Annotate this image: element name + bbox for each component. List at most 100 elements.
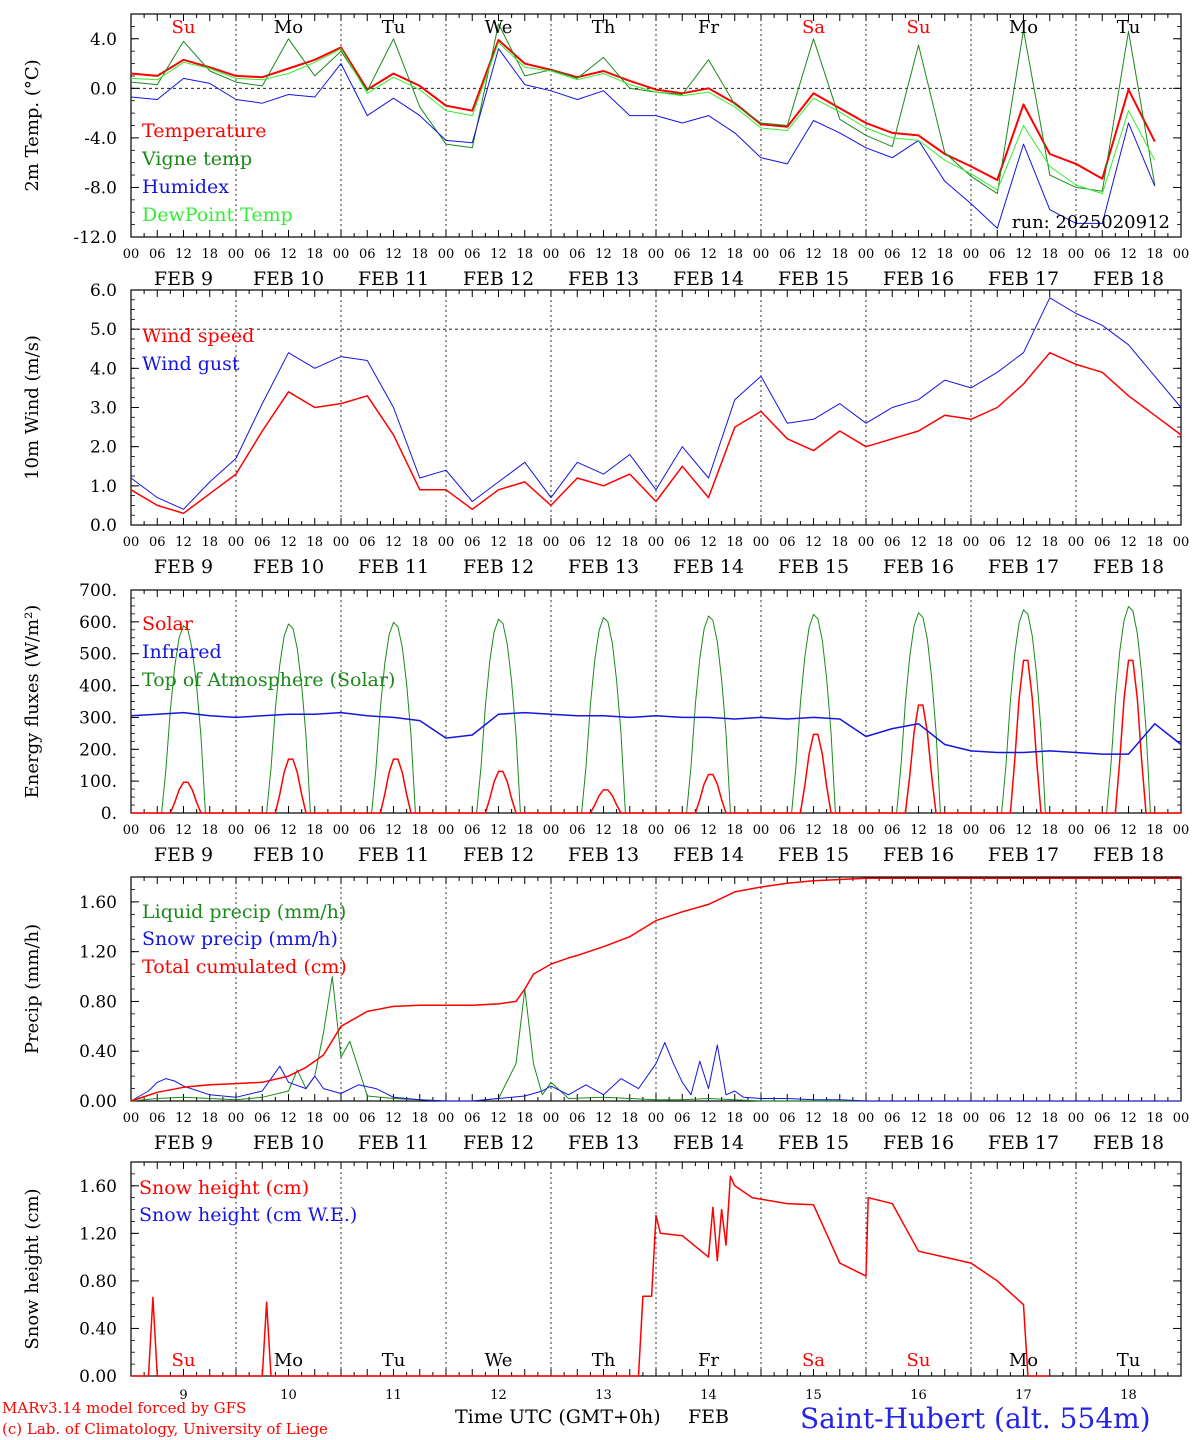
hour-tick-label: 06 [1094,1111,1111,1126]
legend-entry: Wind speed [142,325,254,347]
legend-entry: Wind gust [142,353,240,375]
hour-tick-label: 00 [333,247,350,262]
hour-tick-label: 00 [228,1111,245,1126]
hour-tick-label: 06 [989,823,1006,838]
hour-tick-label: 06 [779,823,796,838]
hour-tick-label: 12 [700,1111,717,1126]
day-number-label: 10 [280,1388,297,1403]
hour-tick-label: 06 [359,247,376,262]
hour-tick-label: 06 [464,535,481,550]
hour-tick-label: 06 [569,823,586,838]
hour-tick-label: 06 [674,823,691,838]
hour-tick-label: 12 [490,823,507,838]
day-number-label: 11 [385,1388,402,1403]
hour-tick-label: 06 [884,247,901,262]
hour-tick-label: 00 [648,535,665,550]
solar-line [131,659,1181,814]
snow-y-axis-label: Snow height (cm) [22,1188,43,1349]
hour-tick-label: 18 [1041,1111,1058,1126]
hour-tick-label: 06 [884,535,901,550]
day-name-label: Su [907,1350,931,1371]
date-label: FEB 18 [1093,268,1164,290]
hour-tick-label: 18 [411,1111,428,1126]
hour-tick-label: 06 [674,1111,691,1126]
y-tick-label: 0.00 [79,1092,117,1112]
hour-tick-label: 12 [910,1111,927,1126]
day-name-label: We [485,17,513,38]
hour-tick-label: 18 [621,535,638,550]
hour-tick-label: 12 [1015,1111,1032,1126]
hour-tick-label: 00 [963,535,980,550]
hour-tick-label: 06 [569,247,586,262]
hour-tick-label: 12 [280,535,297,550]
hour-tick-label: 12 [175,247,192,262]
y-tick-label: 0.40 [79,1319,117,1339]
y-tick-label: 100. [79,772,117,792]
date-label: FEB 17 [988,556,1059,578]
hour-tick-label: 18 [621,823,638,838]
day-name-label: Mo [274,17,303,38]
hour-tick-label: 18 [831,535,848,550]
hour-tick-label: 12 [700,247,717,262]
snow-height-cm--line [131,1175,1050,1377]
y-tick-label: 1.60 [79,893,117,913]
hour-tick-label: 06 [1094,823,1111,838]
hour-tick-label: 12 [805,823,822,838]
day-name-label: Mo [274,1350,303,1371]
temp-panel: 4.0 0.0 -4.0 -8.0 -12.0 2m Temp. (°C) 00 06 12 18… [22,13,1189,290]
hour-tick-label: 12 [490,247,507,262]
date-label: FEB 10 [253,1132,324,1154]
date-label: FEB 14 [673,844,744,866]
day-number-label: 15 [805,1388,822,1403]
hour-tick-label: 00 [1173,1111,1190,1126]
hour-tick-label: 06 [464,1111,481,1126]
hour-tick-label: 12 [1120,1111,1137,1126]
snow-panel: 1.60 1.20 0.80 0.40 0.00 Snow height (cm) Snow… [22,1161,1182,1403]
hour-tick-label: 00 [648,247,665,262]
hour-tick-label: 12 [910,535,927,550]
y-tick-label: 300. [79,708,117,728]
day-number-label: 14 [700,1388,717,1403]
day-name-label: Fr [698,17,719,38]
hour-tick-label: 18 [1041,247,1058,262]
lab-credit: (c) Lab. of Climatology, University of L… [2,1420,328,1438]
hour-tick-label: 06 [359,1111,376,1126]
day-number-label: 13 [595,1388,612,1403]
y-tick-label: 1.60 [79,1177,117,1197]
hour-tick-label: 18 [936,823,953,838]
hour-tick-label: 00 [1173,823,1190,838]
y-tick-label: 1.20 [79,1224,117,1244]
hour-tick-label: 00 [438,823,455,838]
hour-tick-label: 18 [411,535,428,550]
hour-tick-label: 00 [123,535,140,550]
hour-tick-label: 06 [149,247,166,262]
date-label: FEB 13 [568,844,639,866]
day-number-label: 18 [1120,1388,1137,1403]
date-label: FEB 17 [988,268,1059,290]
hour-tick-label: 18 [411,823,428,838]
day-name-label: Th [592,17,616,38]
day-name-label: Mo [1009,1350,1038,1371]
hour-tick-label: 00 [123,247,140,262]
date-label: FEB 13 [568,268,639,290]
wind-panel: 6.0 5.0 4.0 3.0 2.0 1.0 0.0 10m Wind (m/s) 00 06 1… [22,281,1189,578]
date-label: FEB 18 [1093,1132,1164,1154]
date-label: FEB 14 [673,268,744,290]
hour-tick-label: 12 [595,247,612,262]
hour-tick-label: 00 [858,535,875,550]
hour-tick-label: 00 [753,247,770,262]
hour-tick-label: 18 [831,1111,848,1126]
legend-entry: Total cumulated (cm) [142,956,347,978]
hour-tick-label: 00 [333,1111,350,1126]
hour-tick-label: 12 [1015,535,1032,550]
precip-panel: 1.60 1.20 0.80 0.40 0.00 Precip (mm/h) 00 06 12 1… [22,876,1190,1154]
hour-tick-label: 06 [1094,535,1111,550]
date-label: FEB 17 [988,1132,1059,1154]
date-label: FEB 9 [154,268,213,290]
hour-tick-label: 18 [306,247,323,262]
legend-entry: Humidex [142,176,229,198]
hour-tick-label: 00 [1068,247,1085,262]
infrared-line [130,711,1182,755]
legend-entry: Snow height (cm) [139,1177,309,1199]
